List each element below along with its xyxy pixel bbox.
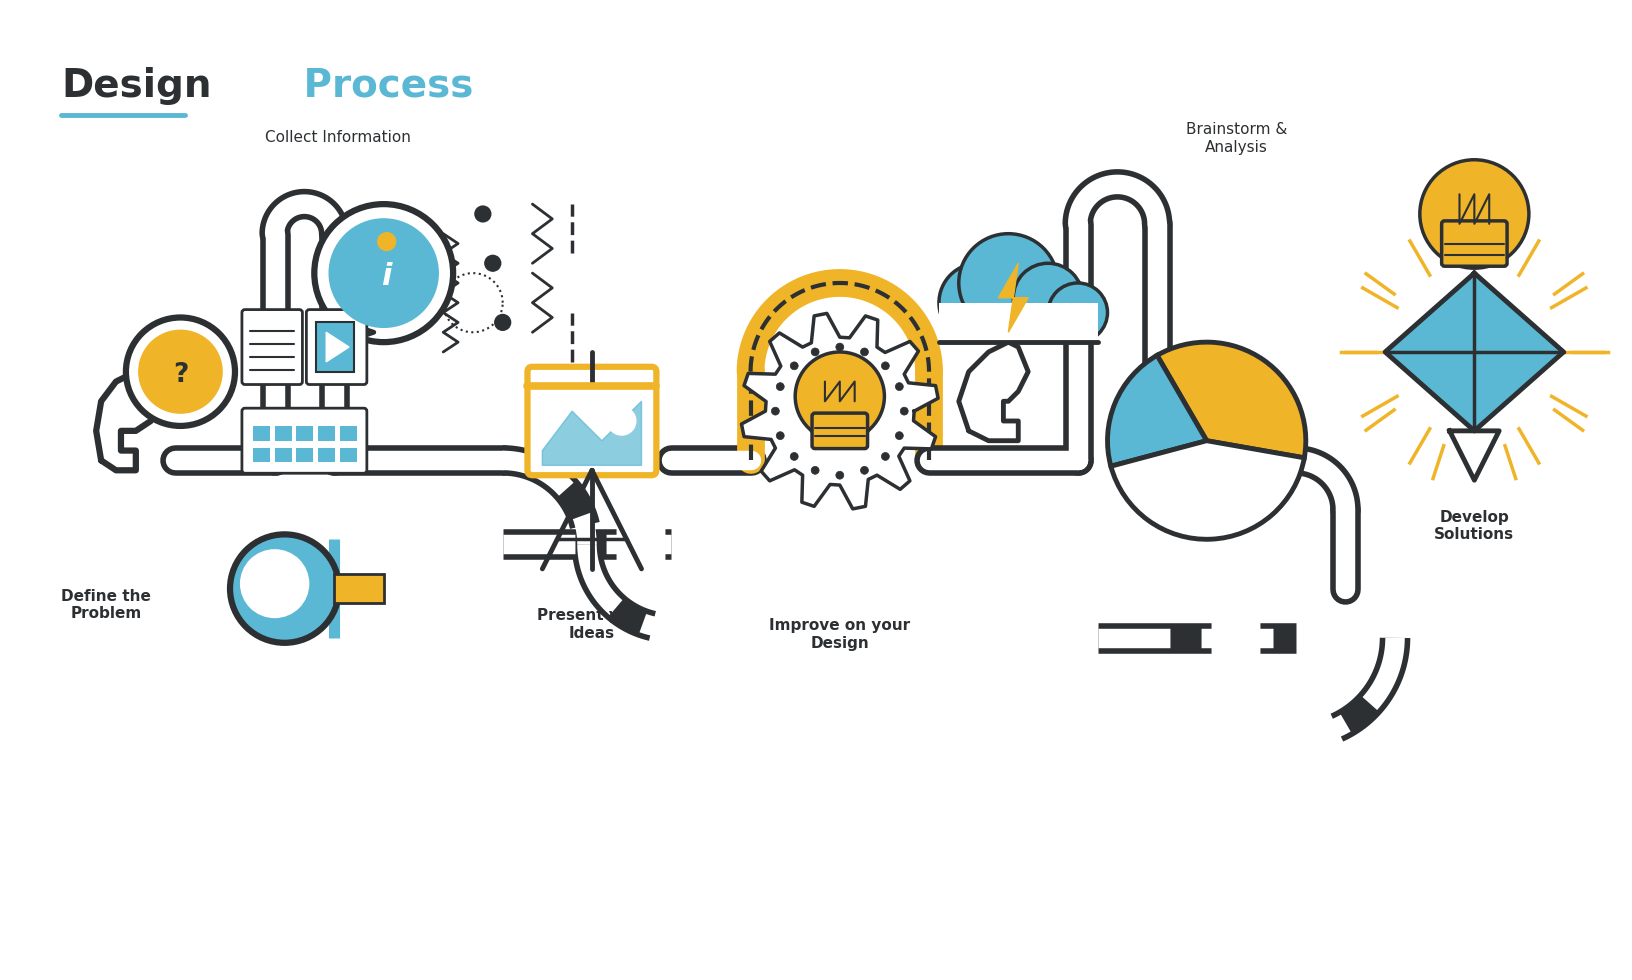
Polygon shape (741, 314, 937, 509)
Circle shape (795, 352, 885, 441)
Bar (938, 303, 1097, 342)
Polygon shape (313, 322, 374, 352)
Circle shape (860, 466, 868, 474)
Bar (318, 426, 335, 441)
Circle shape (139, 330, 222, 414)
Circle shape (811, 466, 819, 474)
Circle shape (494, 315, 511, 330)
Circle shape (607, 406, 636, 436)
FancyBboxPatch shape (242, 310, 302, 384)
Circle shape (775, 432, 783, 440)
Circle shape (126, 318, 235, 426)
Text: Process: Process (289, 67, 473, 105)
Wedge shape (1106, 356, 1206, 466)
Bar (317, 322, 354, 371)
Bar (253, 448, 269, 463)
Polygon shape (326, 332, 349, 362)
Circle shape (881, 362, 889, 369)
Circle shape (230, 534, 339, 643)
Text: Brainstorm &
Analysis: Brainstorm & Analysis (1185, 122, 1286, 155)
Polygon shape (997, 264, 1028, 332)
Text: Design: Design (62, 67, 212, 105)
Polygon shape (1449, 431, 1498, 480)
Circle shape (313, 204, 452, 342)
FancyBboxPatch shape (242, 409, 367, 473)
Circle shape (790, 362, 798, 369)
Circle shape (881, 453, 889, 461)
Circle shape (899, 408, 907, 416)
Bar (335, 574, 384, 604)
Circle shape (330, 219, 437, 327)
Circle shape (775, 382, 783, 391)
Text: Define the
Problem: Define the Problem (60, 589, 150, 621)
Bar (274, 426, 292, 441)
Bar (339, 426, 357, 441)
Circle shape (836, 471, 844, 479)
Bar (339, 448, 357, 463)
Bar (318, 448, 335, 463)
Circle shape (894, 432, 902, 440)
Circle shape (1013, 264, 1082, 332)
Text: ?: ? (173, 362, 188, 388)
Circle shape (836, 343, 844, 351)
Text: i: i (382, 262, 392, 291)
Circle shape (770, 408, 778, 416)
Polygon shape (542, 401, 641, 466)
FancyBboxPatch shape (1441, 220, 1506, 267)
Text: Collect Information: Collect Information (264, 130, 410, 145)
Circle shape (805, 376, 875, 446)
Wedge shape (1157, 342, 1306, 458)
FancyBboxPatch shape (811, 414, 867, 449)
Polygon shape (1384, 273, 1562, 431)
Circle shape (790, 453, 798, 461)
Circle shape (860, 348, 868, 356)
Text: Improve on your
Design: Improve on your Design (769, 618, 909, 651)
FancyBboxPatch shape (307, 310, 367, 384)
Circle shape (811, 348, 819, 356)
Circle shape (894, 382, 902, 391)
Circle shape (1048, 283, 1106, 342)
Bar (253, 426, 269, 441)
Bar (297, 448, 313, 463)
Bar (297, 426, 313, 441)
Circle shape (1418, 160, 1528, 269)
Circle shape (377, 232, 395, 251)
Circle shape (485, 256, 501, 271)
FancyBboxPatch shape (527, 367, 656, 475)
Bar (274, 448, 292, 463)
Circle shape (240, 549, 308, 618)
Circle shape (475, 206, 491, 221)
Text: Develop
Solutions: Develop Solutions (1433, 510, 1513, 542)
Wedge shape (1110, 441, 1304, 539)
Circle shape (958, 233, 1058, 332)
Text: Present your
Ideas: Present your Ideas (537, 609, 646, 641)
Circle shape (938, 264, 1018, 342)
